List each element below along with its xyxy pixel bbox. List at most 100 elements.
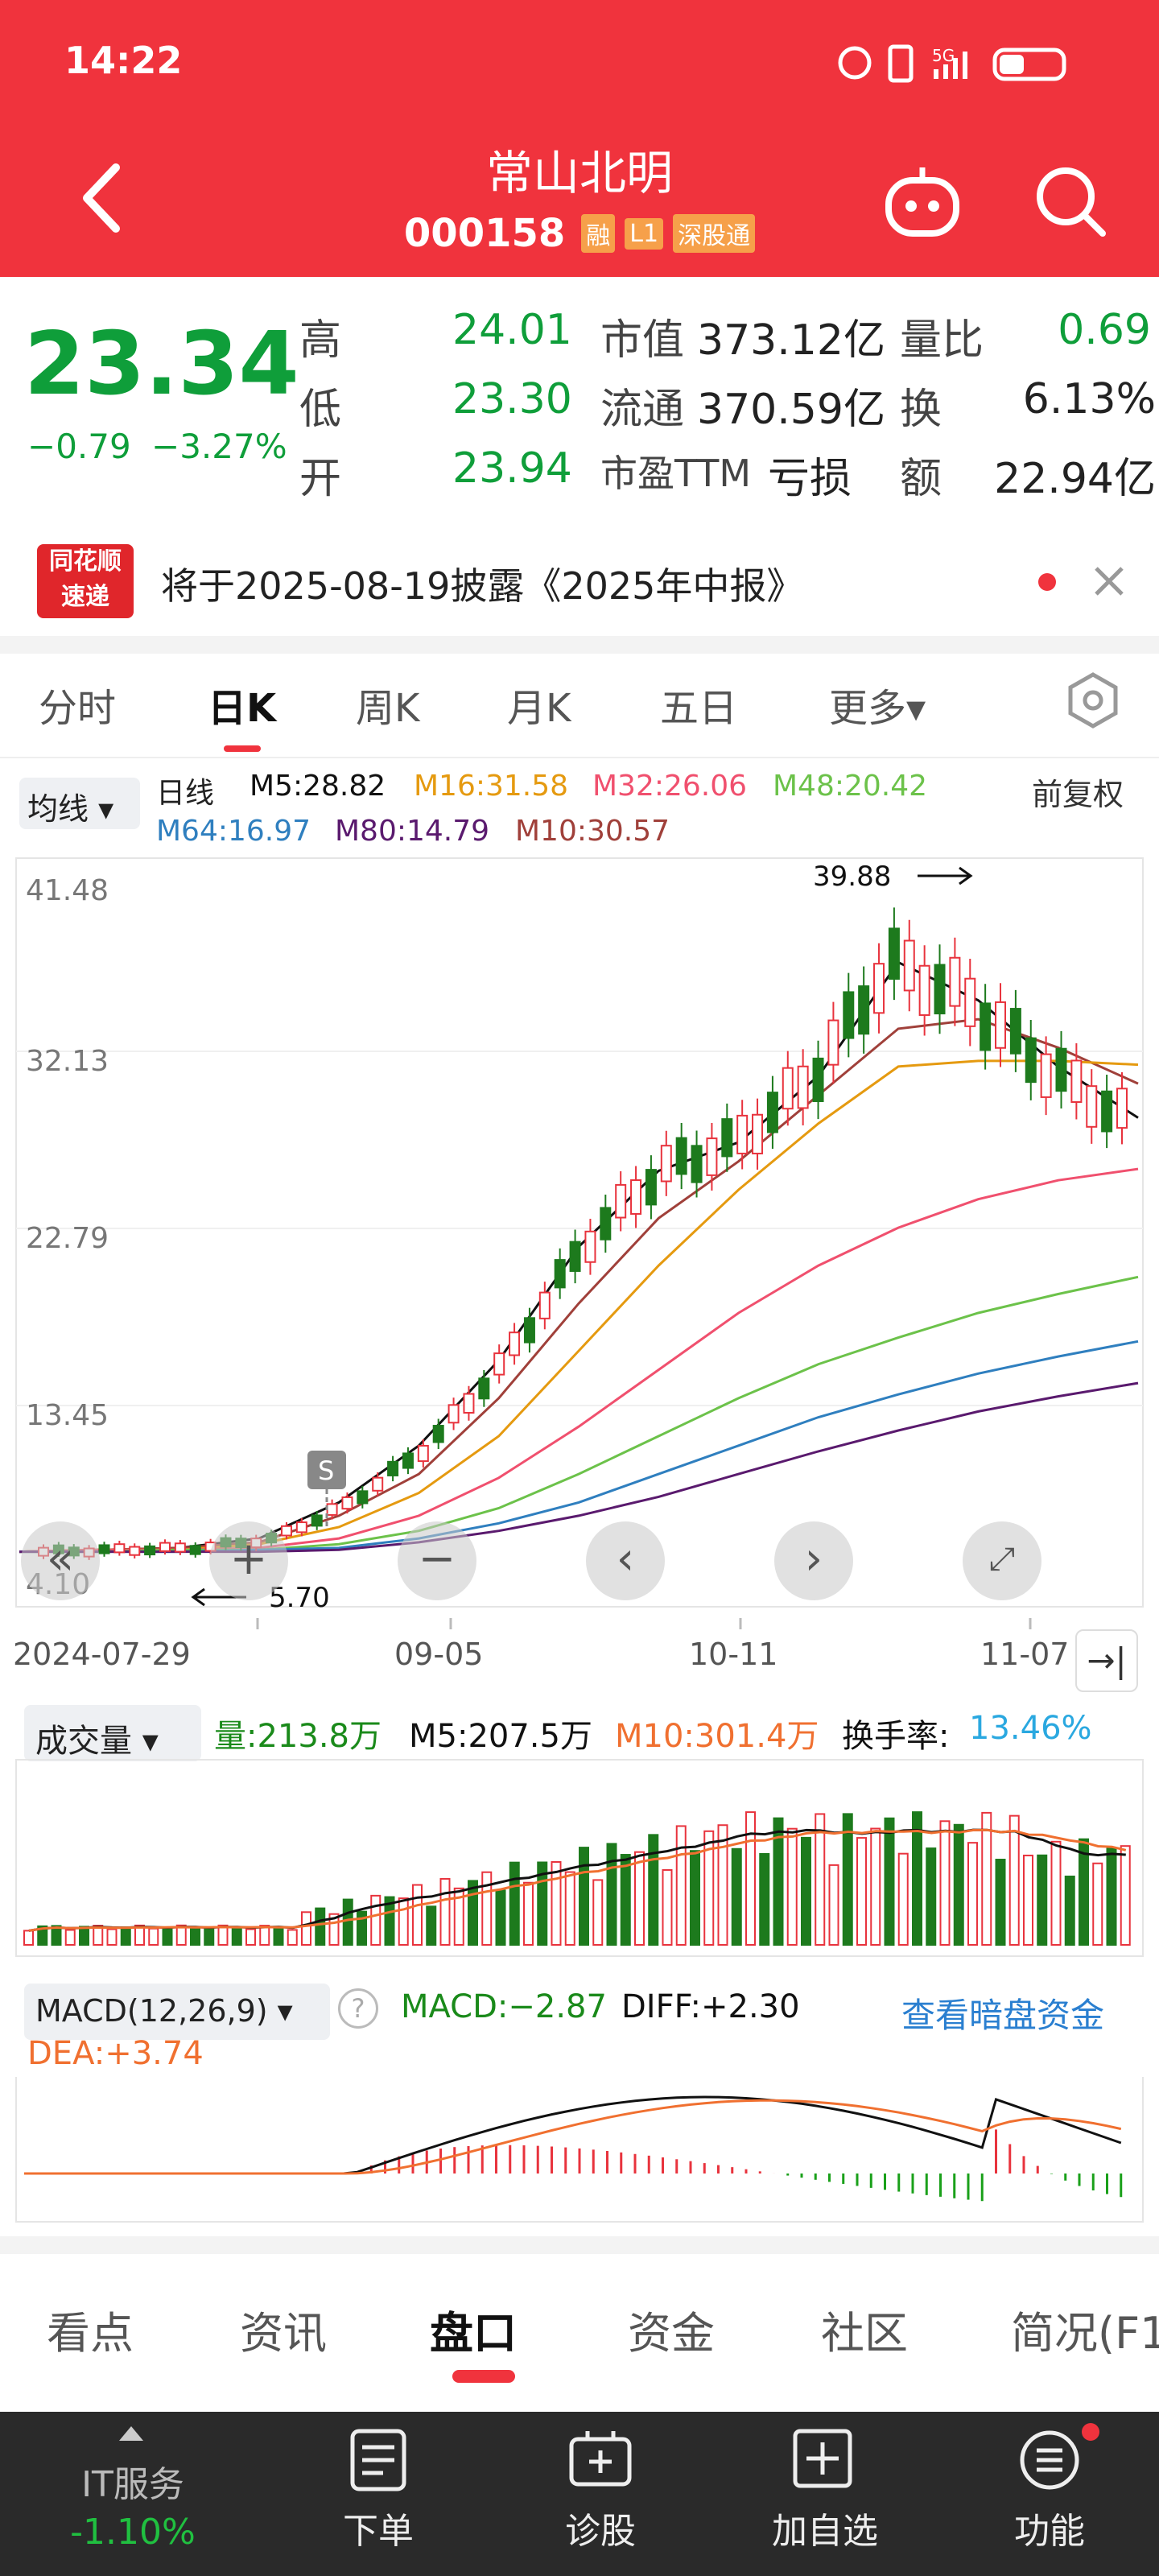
diagnose-button[interactable]: 诊股 — [565, 2511, 636, 2552]
tab-five-day[interactable]: 五日 — [660, 686, 738, 731]
divider — [0, 757, 1159, 758]
candle — [98, 1544, 110, 1554]
volume-indicator-dropdown[interactable]: 成交量 ▾ — [24, 1705, 201, 1761]
candle — [402, 1452, 414, 1469]
volume-bar — [190, 1926, 200, 1946]
scroll-right-button[interactable]: › — [774, 1521, 853, 1600]
amount-value: 22.94亿 — [994, 455, 1156, 503]
legend-m80: M80:14.79 — [335, 815, 490, 848]
volume-bar — [579, 1847, 589, 1946]
open-value: 23.94 — [452, 444, 572, 493]
scroll-left-fast-button[interactable]: « — [21, 1521, 100, 1600]
volume-bar — [953, 1823, 964, 1946]
low-label: 低 — [299, 386, 342, 434]
candle — [630, 1179, 642, 1215]
volume-bar — [426, 1905, 437, 1946]
vibrate-icon — [888, 44, 914, 83]
candle — [645, 1169, 657, 1206]
function-button[interactable]: 功能 — [1014, 2511, 1085, 2552]
candle — [144, 1545, 156, 1556]
scroll-left-button[interactable]: ‹ — [586, 1521, 665, 1600]
sector-change: -1.10% — [70, 2512, 196, 2553]
tab-community[interactable]: 社区 — [821, 2308, 908, 2359]
candle — [432, 1425, 444, 1443]
tab-highlights[interactable]: 看点 — [47, 2308, 134, 2359]
robot-icon[interactable] — [882, 161, 963, 242]
candle — [812, 1057, 824, 1102]
tab-monthly-k[interactable]: 月K — [507, 686, 571, 731]
ma-line-M80 — [19, 1381, 1139, 1554]
search-icon[interactable] — [1030, 161, 1111, 242]
candle — [888, 927, 900, 980]
ma-line-M16 — [19, 1059, 1139, 1554]
float-cap-label: 流通 — [600, 386, 685, 434]
settings-icon[interactable] — [1064, 671, 1122, 729]
volume-bar — [1120, 1845, 1131, 1946]
zoom-in-button[interactable]: + — [209, 1521, 288, 1600]
volume-value: 量:213.8万 — [214, 1718, 382, 1755]
ma-dropdown[interactable]: 均线 ▾ — [19, 778, 140, 829]
volume-bar — [453, 1887, 464, 1946]
high-label: 高 — [299, 316, 342, 365]
candle — [311, 1514, 323, 1527]
tab-news[interactable]: 资讯 — [240, 2308, 327, 2359]
sector-name[interactable]: IT服务 — [81, 2464, 184, 2505]
order-icon — [350, 2429, 406, 2491]
dark-pool-link[interactable]: 查看暗盘资金 — [901, 1996, 1105, 2035]
logo-bottom-text: 速递 — [61, 583, 109, 611]
volume-bar — [759, 1852, 770, 1946]
volume-m10: M10:301.4万 — [615, 1718, 819, 1755]
jump-latest-button[interactable]: →| — [1075, 1629, 1138, 1692]
divider — [0, 636, 1159, 654]
tab-intraday[interactable]: 分时 — [39, 686, 117, 731]
volume-bar — [1023, 1854, 1033, 1946]
pe-value: 亏损 — [768, 455, 852, 503]
fullscreen-button[interactable]: ⤢ — [963, 1521, 1041, 1600]
order-button[interactable]: 下单 — [343, 2511, 414, 2552]
back-button[interactable] — [77, 158, 126, 238]
volume-ratio-value: 0.69 — [1058, 306, 1151, 354]
volume-bar — [1064, 1875, 1075, 1946]
volume-bar — [537, 1861, 548, 1946]
add-watchlist-button[interactable]: 加自选 — [772, 2511, 878, 2552]
tab-more[interactable]: 更多▾ — [829, 686, 926, 731]
turnover-label: 换 — [900, 386, 942, 434]
candle — [691, 1145, 703, 1183]
amount-label: 额 — [900, 455, 942, 503]
tab-weekly-k[interactable]: 周K — [356, 686, 420, 731]
high-value: 24.01 — [452, 306, 572, 354]
tab-overview[interactable]: 简况(F1 — [1011, 2308, 1159, 2359]
volume-chart[interactable] — [0, 1755, 1159, 1964]
adjust-mode[interactable]: 前复权 — [1032, 777, 1124, 812]
tab-funds[interactable]: 资金 — [628, 2308, 715, 2359]
close-icon[interactable] — [1091, 564, 1127, 599]
turnover-rate-value: 13.46% — [969, 1710, 1092, 1747]
tab-order-book[interactable]: 盘口 — [430, 2308, 517, 2359]
candle — [797, 1065, 809, 1109]
macd-indicator-dropdown[interactable]: MACD(12,26,9) ▾ — [24, 1984, 330, 2040]
float-cap-value: 370.59亿 — [697, 386, 885, 434]
candle — [113, 1543, 126, 1554]
candle — [326, 1503, 338, 1516]
zoom-out-button[interactable]: − — [398, 1521, 476, 1600]
notice-text[interactable]: 将于2025-08-19披露《2025年中报》 — [161, 564, 804, 608]
price-change: −0.79 — [27, 427, 131, 466]
help-icon[interactable]: ? — [338, 1988, 378, 2029]
candle — [509, 1331, 521, 1356]
candle — [858, 985, 870, 1035]
app-header: 14:22 5G 常山北明 000158 融 L1 深股通 — [0, 0, 1159, 277]
network-type: 5G — [932, 46, 955, 65]
logo-top-text: 同花顺 — [49, 547, 122, 576]
macd-chart[interactable] — [0, 2077, 1159, 2238]
x-tick: 2024-07-29 — [13, 1637, 191, 1672]
y-tick: 22.79 — [26, 1222, 109, 1255]
dea-value: DEA:+3.74 — [27, 2035, 204, 2072]
y-tick: 32.13 — [26, 1045, 109, 1078]
candle — [1009, 1008, 1021, 1055]
alarm-icon — [838, 46, 872, 80]
tab-daily-k[interactable]: 日K — [208, 686, 277, 731]
candle — [995, 1001, 1007, 1049]
connect-badge: 深股通 — [673, 214, 756, 253]
kline-chart[interactable]: 41.48 32.13 22.79 13.45 4.10 39.88 5.70 … — [0, 845, 1159, 1699]
volume-bar — [315, 1907, 326, 1946]
